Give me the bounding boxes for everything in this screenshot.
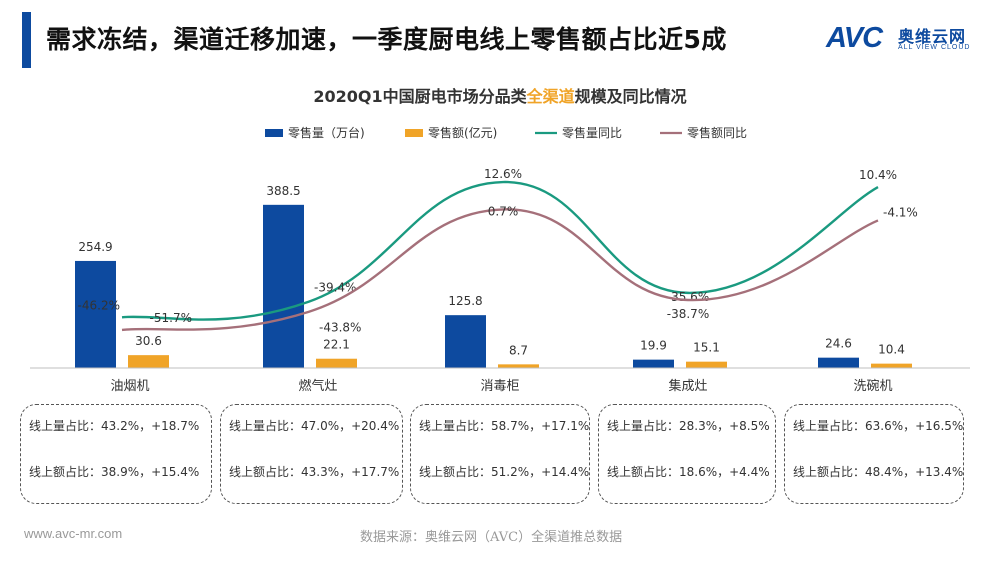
chart-legend: 零售量（万台) 零售额(亿元) 零售量同比 零售额同比 [265,125,747,140]
x-label-2: 消毒柜 [480,379,519,394]
bar-value-label-4: 10.4 [878,343,905,357]
legend-label-2: 零售量同比 [562,125,622,140]
line-label-3-2: 0.7% [488,204,519,218]
bar-volume-0 [75,260,116,368]
data-source-note: 数据来源：奥维云网（AVC）全渠道推总数据 [360,530,623,545]
line-label-2-2: 12.6% [484,167,522,181]
bar-value-0 [128,355,169,368]
share-box-4: 线上量占比：63.6%，+16.5% 线上额占比：48.4%，+13.4% [784,404,964,504]
line-label-2-4: 10.4% [859,168,897,182]
line-label-2-1: -39.4% [314,281,356,295]
share-value: 线上额占比：38.9%，+15.4% [29,465,200,479]
line-label-3-1: -43.8% [319,321,361,335]
bar-volume-label-4: 24.6 [825,337,852,351]
share-volume: 线上量占比：28.3%，+8.5% [607,419,770,433]
bar-value-label-3: 15.1 [693,341,720,355]
logo-name-en: ALL VIEW CLOUD [898,44,971,51]
chart-title: 2020Q1中国厨电市场分品类全渠道规模及同比情况 [313,87,686,106]
bar-volume-label-3: 19.9 [640,339,667,353]
line-label-2-3: -35.6% [667,290,709,304]
bar-volume-label-2: 125.8 [448,294,482,308]
x-label-0: 油烟机 [110,379,149,394]
bar-volume-label-1: 388.5 [266,184,300,198]
share-value: 线上额占比：48.4%，+13.4% [793,465,964,479]
bar-volume-1 [263,204,304,368]
bar-volume-3 [633,359,674,368]
share-value: 线上额占比：43.3%，+17.7% [229,465,400,479]
bar-volume-4 [818,357,859,368]
share-box-2: 线上量占比：58.7%，+17.1% 线上额占比：51.2%，+14.4% [410,404,590,504]
line-label-2-0: -46.2% [78,298,120,312]
bar-volume-2 [445,315,486,368]
share-box-3: 线上量占比：28.3%，+8.5% 线上额占比：18.6%，+4.4% [598,404,776,504]
share-value: 线上额占比：51.2%，+14.4% [419,465,590,479]
share-box-1: 线上量占比：47.0%，+20.4% 线上额占比：43.3%，+17.7% [220,404,403,504]
bar-value-4 [871,363,912,368]
legend-swatch-0 [265,129,283,137]
x-label-3: 集成灶 [668,378,707,394]
line-series-2 [121,180,879,321]
chart-title-suffix: 规模及同比情况 [575,87,687,106]
x-axis-labels: 油烟机 燃气灶 消毒柜 集成灶 洗碗机 [110,378,892,394]
legend-swatch-1 [405,129,423,137]
legend-label-0: 零售量（万台) [288,125,365,140]
bar-volume-label-0: 254.9 [78,240,112,254]
line-group: -46.2% -39.4% 12.6% -35.6% 10.4% -51.7% -43.8%… [78,167,918,335]
x-label-4: 洗碗机 [853,378,892,394]
page-title: 需求冻结，渠道迁移加速，一季度厨电线上零售额占比近5成 [46,25,727,54]
line-label-3-3: -38.7% [667,307,709,321]
logo-name-cn: 奥维云网 [898,27,967,46]
legend-label-1: 零售额(亿元) [428,125,497,140]
avc-logo: AVC 奥维云网 ALL VIEW CLOUD [826,22,976,58]
bar-group: 254.9 30.6 388.5 22.1 125.8 8.7 19.9 15.1 24.6 10… [75,184,912,368]
bar-value-label-1: 22.1 [323,338,350,352]
share-box-0: 线上量占比：43.2%，+18.7% 线上额占比：38.9%，+15.4% [20,404,212,504]
bar-value-label-0: 30.6 [135,334,162,348]
line-label-3-0: -51.7% [150,311,192,325]
bar-value-3 [686,361,727,368]
x-label-1: 燃气灶 [298,378,337,394]
line-label-3-4: -4.1% [883,205,918,219]
line-series-3 [121,208,879,332]
share-volume: 线上量占比：47.0%，+20.4% [229,419,400,433]
footer-url: www.avc-mr.com [24,526,123,541]
chart-title-highlight: 全渠道 [526,87,575,106]
bar-value-label-2: 8.7 [509,343,528,357]
bar-value-1 [316,358,357,368]
share-volume: 线上量占比：43.2%，+18.7% [29,419,200,433]
legend-label-3: 零售额同比 [687,125,747,140]
sales-chart: 2020Q1中国厨电市场分品类全渠道规模及同比情况 零售量（万台) 零售额(亿元)… [30,87,970,394]
bar-value-2 [498,364,539,368]
title-accent-bar [22,12,31,68]
share-volume: 线上量占比：58.7%，+17.1% [419,419,590,433]
share-value: 线上额占比：18.6%，+4.4% [607,465,770,479]
chart-title-main: 2020Q1中国厨电市场分品类 [313,87,527,106]
share-volume: 线上量占比：63.6%，+16.5% [793,419,964,433]
logo-mark: AVC [826,22,883,54]
